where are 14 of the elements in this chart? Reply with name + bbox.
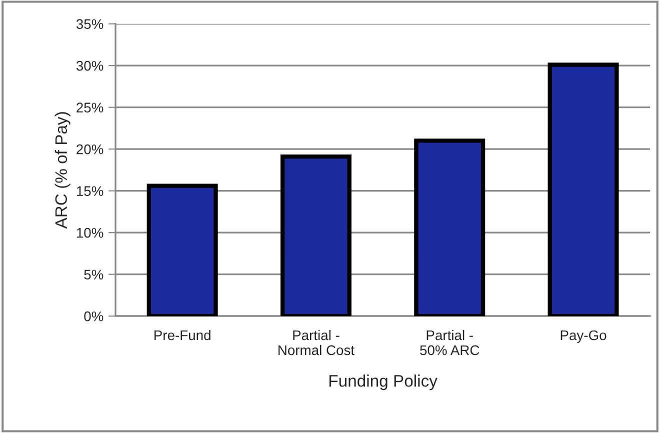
y-tick-label: 20% bbox=[76, 144, 104, 154]
y-tick-label: 5% bbox=[84, 270, 104, 280]
y-tick-label: 35% bbox=[76, 19, 104, 29]
x-axis-title: Funding Policy bbox=[330, 374, 438, 390]
x-tick-label: Pre-Fund bbox=[154, 330, 210, 340]
y-tick-label: 30% bbox=[76, 60, 104, 71]
y-tick-label: 10% bbox=[76, 228, 104, 238]
y-axis-title: ARC (% of Pay) bbox=[54, 112, 70, 229]
x-tick-label: Partial - 50% ARC bbox=[420, 330, 480, 356]
y-tick-label: 15% bbox=[76, 186, 104, 196]
y-tick-label: 25% bbox=[76, 102, 104, 112]
x-tick-label: Pay-Go bbox=[560, 330, 606, 343]
y-tick-label: 0% bbox=[84, 311, 104, 322]
x-tick-label: Partial - Normal Cost bbox=[278, 330, 354, 356]
